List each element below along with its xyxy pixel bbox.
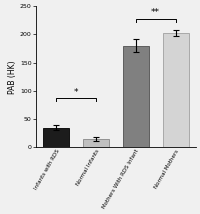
Text: *: * (74, 88, 78, 97)
Text: **: ** (151, 9, 160, 18)
Y-axis label: PAB (HK): PAB (HK) (8, 60, 17, 94)
Bar (123, 46, 149, 147)
Bar (163, 33, 189, 147)
Bar (43, 128, 69, 147)
Bar (83, 139, 109, 147)
